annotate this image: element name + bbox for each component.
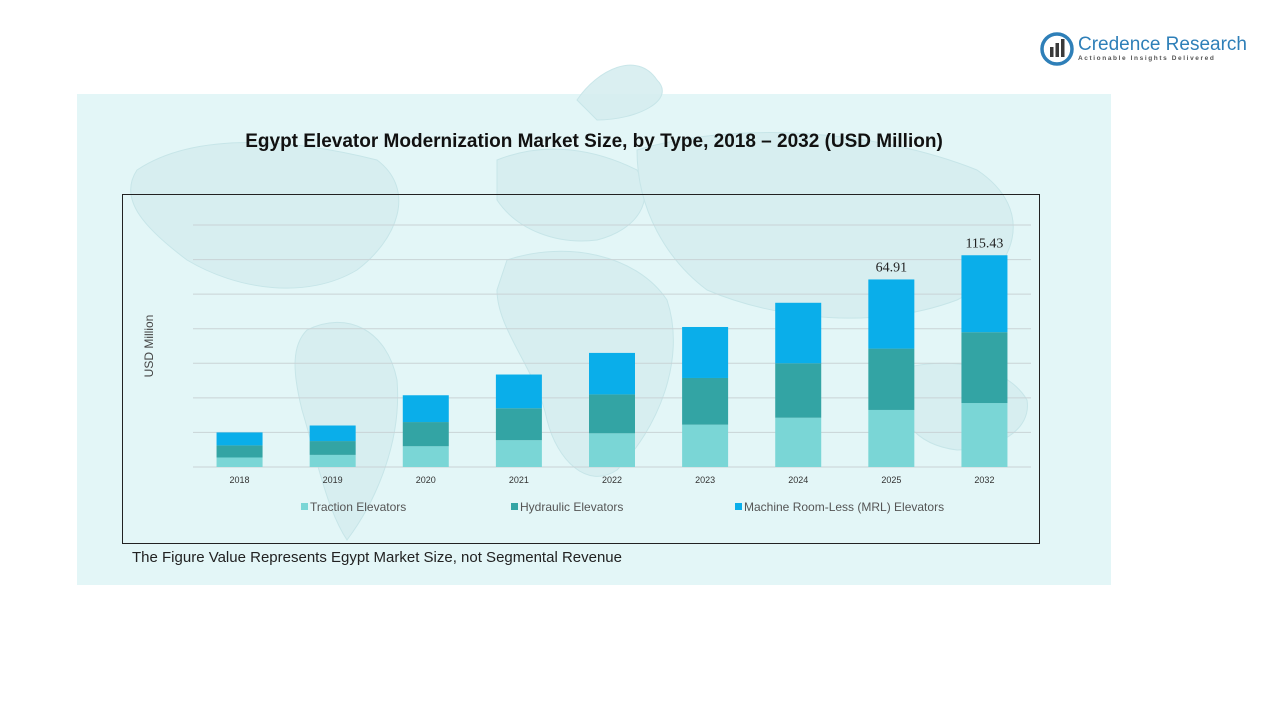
- bar-segment: [402, 446, 449, 467]
- bar-segment: [775, 302, 822, 364]
- bar-segment: [589, 352, 635, 395]
- bar-segment: [961, 332, 1008, 404]
- x-tick-label: 2021: [509, 475, 529, 485]
- bar-segment: [682, 424, 729, 467]
- legend-label: Machine Room-Less (MRL) Elevators: [744, 500, 944, 514]
- x-tick-label: 2032: [974, 475, 994, 485]
- x-tick-label: 2018: [230, 475, 250, 485]
- bar-segment: [775, 417, 822, 467]
- legend-swatch: [735, 503, 742, 510]
- credence-research-logo: Credence Research Actionable Insights De…: [1040, 32, 1255, 68]
- bar-segment: [495, 408, 542, 441]
- legend-label: Hydraulic Elevators: [520, 500, 623, 514]
- chart-frame: [122, 194, 1040, 544]
- bar-segment: [868, 279, 915, 349]
- credence-logo-icon: [1040, 32, 1074, 66]
- bar-segment: [309, 454, 356, 467]
- legend-swatch: [301, 503, 308, 510]
- bar-segment: [682, 326, 729, 378]
- x-tick-label: 2019: [323, 475, 343, 485]
- bar-segment: [775, 363, 822, 418]
- bar-segment: [402, 422, 449, 447]
- bar-segment: [868, 409, 915, 467]
- legend-label: Traction Elevators: [310, 500, 406, 514]
- bar-segment: [961, 255, 1008, 333]
- data-label: 64.91: [876, 260, 908, 275]
- x-tick-label: 2023: [695, 475, 715, 485]
- x-tick-label: 2020: [416, 475, 436, 485]
- bar-segment: [402, 395, 449, 423]
- bar-segment: [495, 440, 542, 467]
- brand-tagline: Actionable Insights Delivered: [1078, 55, 1216, 62]
- data-label: 115.43: [965, 236, 1003, 251]
- bar-segment: [495, 374, 542, 409]
- bar-segment: [589, 394, 635, 434]
- bar-segment: [868, 348, 915, 410]
- stacked-bar-chart: USD Million 2018 2019 2020 2021 2022 2023 2024 2…: [142, 224, 1031, 514]
- bar-segment: [961, 403, 1008, 467]
- bar-segment: [216, 432, 263, 446]
- chart-title: Egypt Elevator Modernization Market Size…: [245, 131, 943, 152]
- x-tick-label: 2025: [881, 475, 901, 485]
- bar-segment: [309, 425, 356, 442]
- y-axis-label: USD Million: [142, 315, 156, 378]
- x-tick-label: 2024: [788, 475, 808, 485]
- bar-segment: [216, 445, 263, 458]
- bar-segment: [309, 441, 356, 455]
- chart-footnote: The Figure Value Represents Egypt Market…: [132, 549, 622, 566]
- legend-swatch: [511, 503, 518, 510]
- bar-segment: [216, 457, 263, 467]
- bar-segment: [589, 433, 635, 467]
- bar-segment: [682, 377, 729, 425]
- x-tick-label: 2022: [602, 475, 622, 485]
- brand-name: Credence Research: [1078, 34, 1247, 55]
